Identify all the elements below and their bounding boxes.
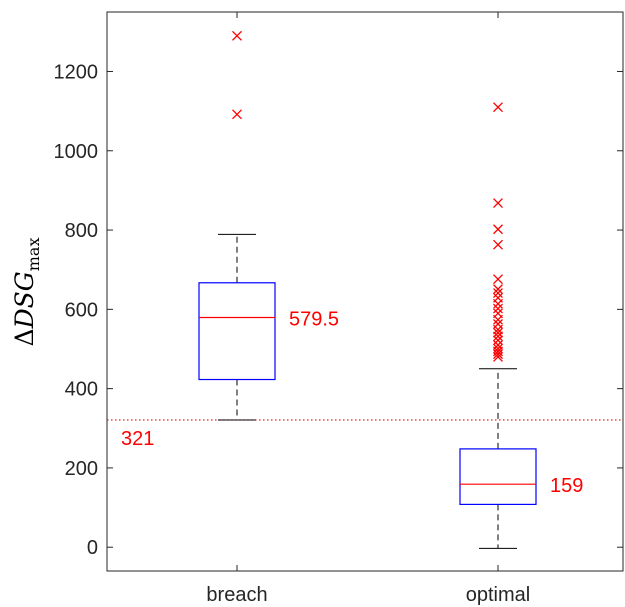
y-axis-label-subscript: max [24,238,43,272]
outlier-marker [493,340,503,350]
x-tick-label: optimal [466,584,530,606]
y-tick-label: 600 [65,299,98,321]
median-label: 159 [550,475,583,497]
y-tick-label: 800 [65,220,98,242]
box-group-optimal: 159 [459,102,583,549]
y-axis-label-main: DSG [10,271,39,329]
outlier-marker [493,274,503,285]
outlier-marker [493,303,503,314]
y-axis-label-delta: Δ [10,328,39,346]
y-tick-label: 200 [65,458,98,480]
axes-box [106,11,624,572]
outlier-marker [232,109,242,120]
box-iqr [198,282,276,381]
y-tick-label: 400 [65,379,98,401]
y-tick-label: 1200 [54,61,99,83]
y-tick-label: 1000 [54,141,99,163]
outlier-marker [493,288,503,299]
outlier-marker [493,292,503,303]
outlier-marker [493,224,503,235]
outlier-marker [493,198,503,209]
box-iqr [459,448,537,505]
outlier-marker [493,308,503,319]
outlier-marker [493,319,503,329]
median-label: 579.5 [289,308,339,330]
box-group-breach: 579.5 [198,30,339,421]
outlier-marker [493,102,503,113]
outlier-marker [493,239,503,250]
x-tick-label: breach [206,584,267,606]
outlier-marker [493,327,503,338]
plot-area: 0 200 400 600 800 1000 1200 breach optimal 321 579… [54,11,624,606]
y-tick-label: 0 [87,537,98,559]
outlier-marker [493,343,503,354]
y-axis-label: ΔDSGmax [10,238,43,347]
outlier-marker [493,284,503,295]
reference-line-label: 321 [121,428,154,450]
outlier-marker [232,30,242,41]
outlier-marker [493,335,503,346]
